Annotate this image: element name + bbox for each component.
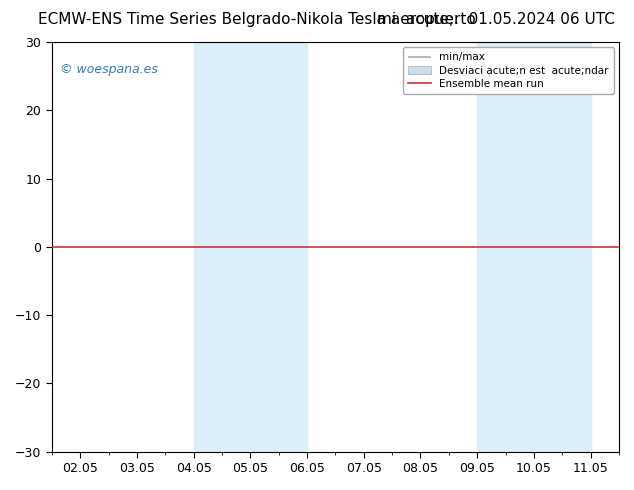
Text: mi  acute;.  01.05.2024 06 UTC: mi acute;. 01.05.2024 06 UTC (377, 12, 615, 27)
Bar (477, 42, 591, 452)
Text: ECMW-ENS Time Series Belgrado-Nikola Tesla aeropuerto: ECMW-ENS Time Series Belgrado-Nikola Tes… (38, 12, 476, 27)
Legend: min/max, Desviaci acute;n est  acute;ndar, Ensemble mean run: min/max, Desviaci acute;n est acute;ndar… (403, 47, 614, 94)
Text: © woespana.es: © woespana.es (60, 63, 158, 75)
Bar (193, 42, 307, 452)
